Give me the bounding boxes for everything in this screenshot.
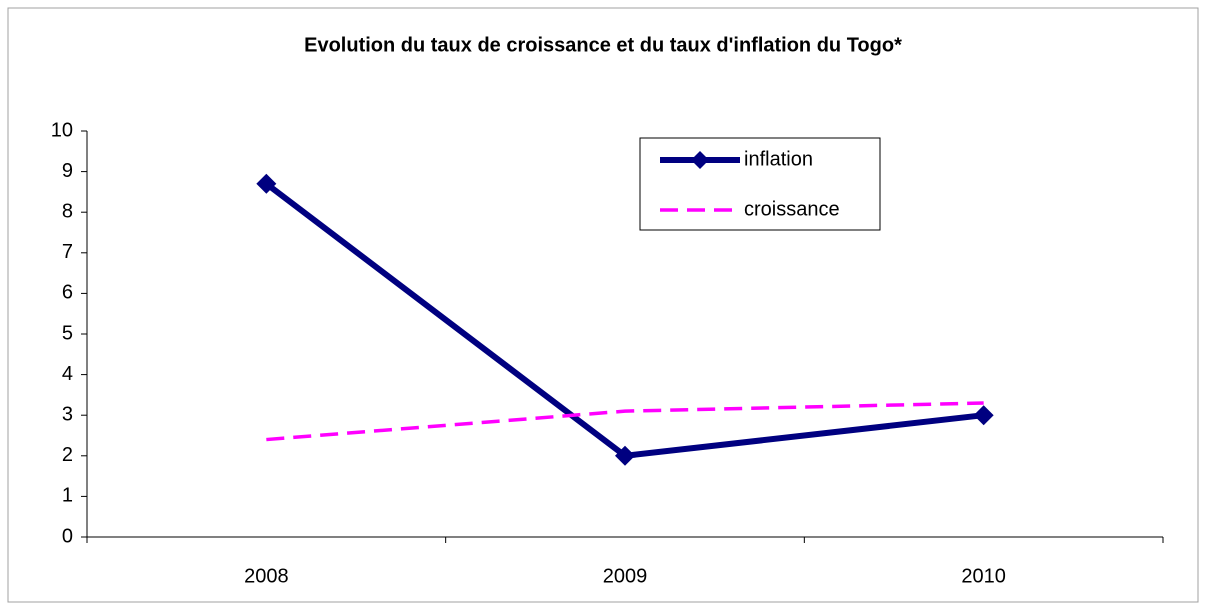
y-tick-label: 1 — [62, 485, 73, 507]
y-tick-label: 2 — [62, 444, 73, 466]
legend-label: inflation — [744, 148, 813, 170]
y-tick-label: 0 — [62, 525, 73, 547]
series-line — [266, 401, 984, 442]
x-tick-label: 2010 — [961, 565, 1006, 587]
chart-border — [7, 7, 1199, 603]
legend-box — [639, 137, 881, 231]
legend-marker — [691, 151, 709, 169]
y-tick-label: 8 — [62, 200, 73, 222]
y-tick-label: 5 — [62, 322, 73, 344]
point-marker — [973, 405, 994, 426]
y-tick-label: 7 — [62, 241, 73, 263]
point-marker — [256, 173, 277, 194]
y-tick-label: 10 — [51, 119, 73, 141]
legend-label: croissance — [744, 198, 840, 220]
point-marker — [615, 445, 635, 466]
y-tick-label: 9 — [62, 160, 73, 182]
y-tick-label: 6 — [62, 282, 73, 304]
y-tick-label: 3 — [62, 403, 73, 425]
x-tick-label: 2008 — [244, 565, 289, 587]
x-tick-label: 2009 — [603, 565, 648, 587]
chart-title: Evolution du taux de croissance et du ta… — [304, 34, 902, 56]
y-tick-label: 4 — [62, 363, 73, 385]
